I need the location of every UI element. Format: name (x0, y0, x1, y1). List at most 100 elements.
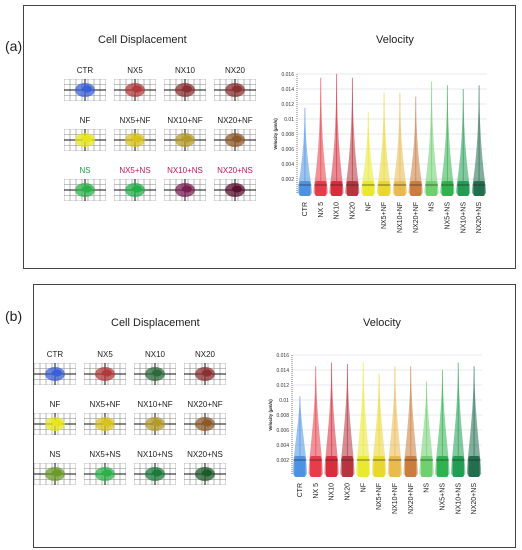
displacement-plot (64, 129, 106, 151)
displacement-core (82, 85, 92, 93)
violin-core (410, 181, 422, 196)
x-tick-label: NX5+NS (439, 483, 446, 511)
y-tick-label: 0.014 (281, 87, 294, 93)
displacement-plot (164, 179, 206, 201)
cell-label: NX10+NF (167, 116, 203, 125)
violin-core (420, 456, 433, 477)
violin-core (346, 181, 359, 196)
cell-label: NX20+NS (187, 450, 223, 459)
displacement-plot (184, 363, 226, 385)
y-tick-label: 0.004 (276, 443, 289, 449)
panel-b-velocity-chart: 0.002 0.004 0.006 0.008 0.01 0.012 0.014 0.016 V… (268, 353, 482, 515)
y-axis-label: Velocity (µm/s) (268, 399, 273, 431)
cell-label: CTR (76, 66, 94, 75)
violin-body (403, 366, 418, 477)
displacement-plot (164, 129, 206, 151)
displacement-plot (114, 79, 156, 101)
panel-a: Cell Displacement Velocity CTR NX5 NX10 NX2… (23, 5, 516, 269)
x-tick-label: NX20+NF (413, 202, 420, 233)
violin-core (468, 456, 480, 477)
violin-body (313, 77, 328, 196)
x-tick-label: NX10 (334, 202, 341, 220)
violin-core (441, 181, 454, 196)
violin-body (471, 85, 487, 196)
cell-label: CTR (46, 350, 64, 359)
violin-body (419, 381, 434, 477)
y-tick-label: 0.002 (276, 458, 289, 464)
panel-a-cell-grid: CTR NX5 NX10 NX20 NF NX5+NF NX10+NF NX20+NF NS NX… (64, 66, 264, 216)
x-tick-label: NX5+NS (444, 202, 451, 230)
cell-label: NF (79, 116, 91, 125)
displacement-core (152, 469, 162, 477)
panel-a-velocity-chart: 0.002 0.004 0.006 0.008 0.01 0.012 0.014 0.016 V… (273, 72, 487, 233)
x-tick-label: NX 5 (318, 202, 325, 218)
displacement-core (52, 369, 62, 377)
violin-core (436, 456, 449, 477)
panel-b-velocity-heading: Velocity (363, 317, 401, 329)
violin-body (371, 373, 387, 477)
y-tick-label: 0.004 (281, 162, 294, 168)
violin-body (308, 366, 323, 477)
violin-body (329, 74, 344, 196)
x-tick-label: NF (365, 202, 372, 211)
cell-label: NX10+NS (167, 166, 203, 175)
x-tick-label: NX10+NF (397, 202, 404, 233)
displacement-core (202, 369, 212, 377)
displacement-plot (84, 463, 126, 485)
violin-core (315, 181, 327, 196)
displacement-core (102, 369, 112, 377)
violin-core (473, 181, 485, 196)
displacement-core (232, 135, 242, 143)
x-tick-label: NX10+NF (392, 483, 399, 514)
panel-a-velocity-heading: Velocity (376, 34, 414, 46)
violin-body (451, 362, 466, 477)
cell-label: NX20+NS (217, 166, 253, 175)
violin-core (405, 456, 417, 477)
violin-core (294, 456, 306, 477)
displacement-core (82, 135, 92, 143)
y-tick-label: 0.014 (276, 368, 289, 374)
displacement-plot (64, 79, 106, 101)
displacement-core (132, 85, 142, 93)
violin-core (341, 456, 354, 477)
violin-body (376, 92, 392, 196)
displacement-core (182, 185, 192, 193)
violin-core (378, 181, 390, 196)
displacement-core (152, 419, 162, 427)
violin-core (425, 181, 438, 196)
panel-b-label: (b) (5, 308, 23, 324)
displacement-plot (34, 363, 76, 385)
displacement-plot (134, 463, 176, 485)
displacement-plot (134, 363, 176, 385)
violin-core (357, 456, 369, 477)
y-tick-label: 0.008 (276, 413, 289, 419)
x-tick-label: NX10 (329, 483, 336, 501)
violin-body (456, 89, 471, 196)
panel-a-cell-heading: Cell Displacement (98, 34, 187, 46)
displacement-plot (84, 363, 126, 385)
x-tick-label: NX20 (349, 202, 356, 220)
cell-label: NX5+NF (119, 116, 151, 125)
x-tick-label: NX5+NF (381, 202, 388, 229)
violin-body (297, 107, 313, 196)
y-tick-label: 0.012 (276, 383, 289, 389)
cell-label: NF (49, 400, 61, 409)
violin-body (387, 366, 403, 477)
displacement-core (132, 135, 142, 143)
violin-core (330, 181, 343, 196)
violin-body (440, 85, 455, 196)
x-tick-label: NX20+NS (471, 483, 478, 515)
cell-label: NX5 (97, 350, 113, 359)
y-tick-label: 0.006 (281, 147, 294, 153)
x-tick-label: NX10+NS (455, 483, 462, 515)
y-tick-label: 0.01 (284, 117, 294, 123)
displacement-core (52, 469, 62, 477)
displacement-core (52, 419, 62, 427)
x-tick-label: NX 5 (313, 483, 320, 499)
displacement-plot (214, 79, 256, 101)
x-tick-label: NS (429, 202, 436, 212)
cell-label: NX5+NS (89, 450, 121, 459)
displacement-plot (164, 79, 206, 101)
displacement-plot (84, 413, 126, 435)
displacement-plot (214, 179, 256, 201)
